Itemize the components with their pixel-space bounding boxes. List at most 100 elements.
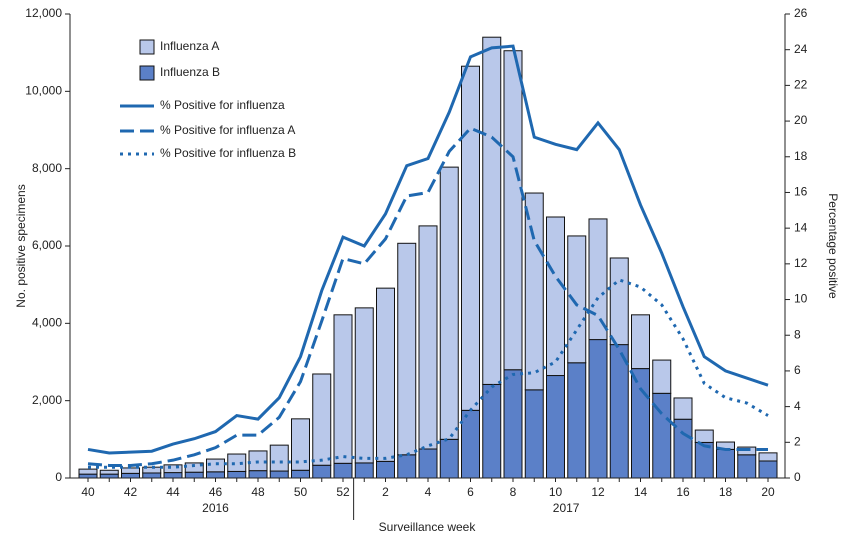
bar xyxy=(397,454,417,479)
bar xyxy=(163,464,183,474)
bar xyxy=(716,448,735,479)
bar xyxy=(737,454,757,479)
y2-tick-label: 12 xyxy=(794,256,808,270)
bar xyxy=(546,375,565,479)
bar xyxy=(631,314,650,370)
y2-tick-label: 8 xyxy=(794,327,801,341)
bar xyxy=(461,409,480,479)
bar xyxy=(354,307,374,464)
bar xyxy=(184,471,204,479)
bar xyxy=(291,469,310,479)
bar xyxy=(588,218,608,341)
x-tick-label: 10 xyxy=(549,485,563,499)
x-tick-label: 2 xyxy=(382,485,389,499)
y-tick-label: 0 xyxy=(55,470,62,484)
x-tick-label: 4 xyxy=(425,485,432,499)
bar xyxy=(376,460,395,479)
bar xyxy=(99,473,119,479)
bar xyxy=(673,418,693,479)
x-tick-label: 44 xyxy=(166,485,180,499)
legend-swatch xyxy=(139,65,155,81)
bar xyxy=(503,50,523,371)
bar xyxy=(312,464,332,479)
bar xyxy=(99,469,119,475)
bar xyxy=(694,429,714,443)
y2-tick-label: 10 xyxy=(794,292,808,306)
year-label: 2017 xyxy=(553,501,580,515)
bar xyxy=(333,314,353,464)
x-tick-label: 46 xyxy=(209,485,223,499)
legend-label: % Positive for influenza A xyxy=(160,123,295,137)
y2-tick-label: 16 xyxy=(794,185,808,199)
y2-tick-label: 24 xyxy=(794,42,808,56)
y2-tick-label: 18 xyxy=(794,149,808,163)
bar xyxy=(588,339,608,479)
y2-tick-label: 6 xyxy=(794,363,801,377)
bar xyxy=(397,242,417,456)
bar xyxy=(482,383,502,479)
y-tick-label: 2,000 xyxy=(32,393,62,407)
x-tick-label: 40 xyxy=(81,485,95,499)
y-tick-label: 10,000 xyxy=(25,84,62,98)
bar xyxy=(609,344,629,479)
y2-tick-label: 2 xyxy=(794,434,801,448)
y2-tick-label: 22 xyxy=(794,78,808,92)
bar xyxy=(142,466,162,474)
bar xyxy=(567,235,587,364)
bar xyxy=(567,362,587,479)
legend-label: % Positive for influenza B xyxy=(160,146,296,160)
bar xyxy=(673,397,693,420)
bar xyxy=(482,36,502,385)
legend-label: % Positive for influenza xyxy=(160,98,285,112)
bar xyxy=(163,472,183,479)
y2-tick-label: 4 xyxy=(794,399,801,413)
x-tick-label: 12 xyxy=(591,485,605,499)
legend-label: Influenza A xyxy=(160,39,219,53)
legend-label: Influenza B xyxy=(160,65,220,79)
bar xyxy=(291,418,310,471)
bar xyxy=(269,470,289,479)
bar xyxy=(439,438,459,479)
bar xyxy=(333,462,353,479)
x-tick-label: 6 xyxy=(467,485,474,499)
y2-tick-label: 14 xyxy=(794,220,808,234)
y-tick-label: 4,000 xyxy=(32,316,62,330)
bar xyxy=(461,65,480,411)
bar xyxy=(121,472,140,479)
y-axis-title: No. positive specimens xyxy=(14,184,28,307)
x-tick-label: 14 xyxy=(634,485,648,499)
y-tick-label: 8,000 xyxy=(32,161,62,175)
bar xyxy=(439,166,459,440)
legend-swatch xyxy=(139,39,155,55)
bar xyxy=(206,458,225,473)
y2-tick-label: 26 xyxy=(794,6,808,20)
x-tick-label: 20 xyxy=(761,485,775,499)
bar xyxy=(524,389,544,479)
bar xyxy=(524,192,544,391)
x-tick-label: 48 xyxy=(251,485,265,499)
bar xyxy=(376,287,395,462)
x-tick-label: 52 xyxy=(336,485,350,499)
bar xyxy=(206,471,225,479)
x-tick-label: 16 xyxy=(676,485,690,499)
y2-axis-title: Percentage positive xyxy=(826,193,840,299)
line-series xyxy=(88,278,769,469)
x-axis-title: Surveillance week xyxy=(379,520,477,534)
y2-tick-label: 20 xyxy=(794,113,808,127)
bar xyxy=(227,470,247,479)
bar xyxy=(354,462,374,479)
bar xyxy=(227,453,247,472)
x-tick-label: 8 xyxy=(510,485,517,499)
bar xyxy=(503,369,523,479)
bar xyxy=(142,472,162,479)
bar xyxy=(631,368,650,479)
bar xyxy=(758,452,778,462)
bar xyxy=(758,460,778,479)
bar xyxy=(418,448,438,479)
year-label: 2016 xyxy=(202,501,229,515)
bar xyxy=(418,225,438,450)
bar xyxy=(78,468,98,475)
bar xyxy=(312,373,332,466)
bar xyxy=(609,257,629,346)
